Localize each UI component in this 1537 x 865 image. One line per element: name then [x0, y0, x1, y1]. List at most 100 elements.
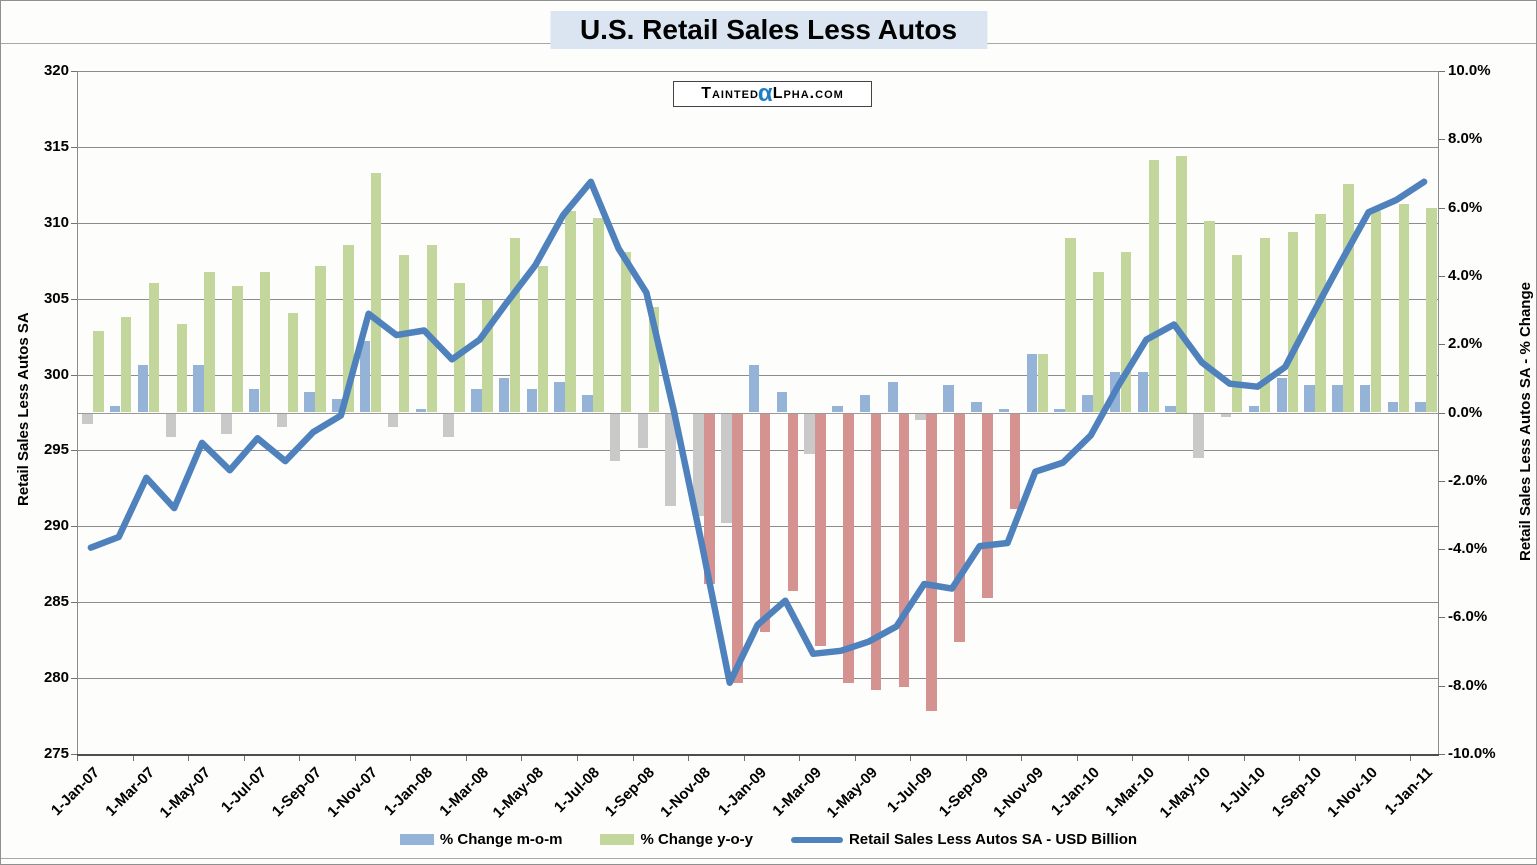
x-axis-tick: [1243, 754, 1245, 761]
yoy-bar: [732, 413, 743, 684]
yoy-bar: [93, 330, 104, 413]
y-axis-left-tick: [71, 298, 77, 300]
yoy-bar: [232, 286, 243, 413]
yoy-bar: [1343, 183, 1354, 413]
legend-item-mom: % Change m-o-m: [399, 831, 563, 848]
mom-bar: [248, 388, 260, 413]
mom-bar: [693, 413, 704, 516]
gridline: [77, 678, 1438, 680]
yoy-bar: [343, 245, 354, 413]
y-axis-right-tick-label: 2.0%: [1448, 335, 1483, 353]
y-axis-left-tick: [71, 754, 77, 755]
mom-bar: [1165, 405, 1176, 413]
y-axis-left-tick-label: 320: [43, 62, 69, 79]
mom-bar: [665, 413, 676, 506]
chart-title: U.S. Retail Sales Less Autos: [549, 11, 988, 49]
yoy-bar: [565, 211, 576, 413]
yoy-bar: [315, 265, 326, 413]
x-axis-tick: [965, 754, 967, 761]
mom-bar: [748, 364, 760, 413]
mom-bar: [1054, 409, 1065, 413]
gridline: [77, 526, 1438, 528]
mom-bar: [1193, 413, 1204, 458]
mom-bar: [998, 409, 1010, 413]
mom-bar: [109, 405, 121, 413]
legend: % Change m-o-m % Change y-o-y Retail Sal…: [1, 831, 1536, 848]
yoy-bar: [1287, 231, 1299, 413]
yoy-bar: [1065, 238, 1076, 413]
y-axis-right-tick-label: 6.0%: [1448, 198, 1483, 216]
legend-label-yoy: % Change y-o-y: [640, 831, 753, 848]
mom-bar: [221, 413, 232, 434]
y-axis-right-tick: [1439, 275, 1445, 277]
y-axis-right-tick-label: 10.0%: [1448, 62, 1491, 79]
y-axis-right-tick: [1439, 685, 1445, 687]
y-axis-right-tick-label: 8.0%: [1448, 130, 1483, 148]
y-axis-left-tick: [71, 450, 77, 452]
y-axis-left-tick-label: 310: [43, 213, 69, 231]
y-axis-right-tick: [1439, 344, 1445, 346]
yoy-bar: [787, 413, 799, 592]
x-axis-tick: [188, 754, 190, 761]
gridline: [77, 146, 1438, 148]
x-axis-tick: [743, 754, 745, 761]
x-axis-tick: [1132, 754, 1134, 761]
y-axis-right-tick: [1439, 139, 1445, 141]
x-axis-tick: [354, 754, 356, 761]
yoy-bar: [1259, 238, 1271, 413]
yoy-bar: [454, 282, 465, 413]
yoy-bar: [759, 413, 771, 633]
watermark-badge: Tainted α Lpha.com: [673, 81, 872, 107]
yoy-bar: [954, 413, 965, 643]
mom-bar: [832, 405, 843, 413]
x-axis-line: [77, 754, 1439, 756]
legend-label-mom: % Change m-o-m: [439, 831, 563, 848]
yoy-bar: [815, 413, 826, 646]
yoy-bar: [843, 413, 854, 684]
yoy-bar: [204, 272, 215, 413]
mom-bar: [971, 402, 982, 413]
mom-bar: [721, 413, 732, 523]
mom-bar: [859, 395, 871, 413]
yoy-bar: [148, 282, 160, 413]
yoy-bar: [482, 299, 493, 413]
y-axis-left-tick-label: 315: [43, 137, 69, 155]
mom-bar: [1304, 385, 1315, 413]
x-axis-tick: [521, 754, 523, 761]
x-axis-tick: [1354, 754, 1356, 761]
mom-bar: [193, 364, 204, 413]
mom-bar: [1359, 385, 1371, 413]
yoy-bar: [370, 173, 382, 413]
y-axis-right-tick: [1439, 412, 1445, 414]
gridline: [77, 298, 1438, 300]
x-axis-tick: [576, 754, 578, 761]
y-axis-right-tick: [1439, 549, 1445, 551]
yoy-bar: [287, 313, 299, 413]
x-axis-tick: [854, 754, 856, 761]
yoy-bar: [1231, 255, 1243, 413]
left-axis-title: Retail Sales Less Autos SA: [15, 312, 32, 506]
mom-bar: [415, 409, 426, 413]
mom-bar: [276, 413, 288, 428]
legend-label-line: Retail Sales Less Autos SA - USD Billion: [848, 831, 1138, 848]
x-axis-tick: [132, 754, 134, 761]
mom-bar: [498, 378, 510, 413]
y-axis-right-tick: [1439, 480, 1445, 482]
right-axis-line: [1438, 71, 1439, 754]
gridline: [77, 450, 1438, 452]
mom-bar: [443, 413, 454, 438]
yoy-bar: [593, 217, 604, 413]
yoy-bar: [620, 251, 632, 413]
mom-bar: [776, 392, 788, 413]
yoy-bar: [1398, 204, 1410, 413]
sales-line-layer: [87, 178, 1428, 686]
x-axis-tick: [299, 754, 301, 761]
y-axis-right-tick-label: -10.0%: [1448, 745, 1496, 762]
right-axis-title: Retail Sales Less Autos SA - % Change: [1517, 282, 1534, 561]
yoy-bar: [120, 316, 132, 413]
x-axis-tick: [243, 754, 245, 761]
y-axis-left-tick: [71, 71, 77, 72]
y-axis-right-tick: [1439, 207, 1445, 209]
y-axis-left-tick: [71, 146, 77, 148]
